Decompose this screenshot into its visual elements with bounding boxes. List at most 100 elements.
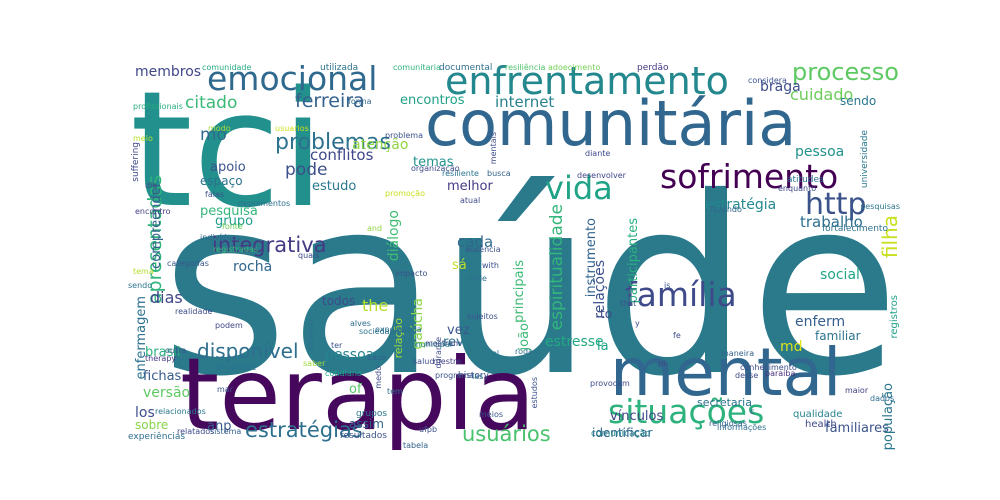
word: podem xyxy=(215,321,243,330)
word: atitudes xyxy=(787,175,824,185)
word: vida xyxy=(545,169,613,207)
word: history xyxy=(458,371,489,381)
word: salud xyxy=(413,357,435,366)
word: forma xyxy=(348,97,372,106)
word: documental xyxy=(439,63,493,73)
word: citado xyxy=(185,93,238,113)
word: temas xyxy=(413,155,454,170)
word: depoimentos xyxy=(238,199,291,208)
word: quais xyxy=(298,251,320,260)
word: falas xyxy=(205,190,225,199)
word: secretaria xyxy=(697,396,752,409)
word: compreender xyxy=(149,182,164,269)
word: assim xyxy=(349,417,384,431)
word: encontros xyxy=(400,93,465,108)
word: disponível xyxy=(197,339,299,363)
word: sociedade xyxy=(359,327,400,336)
word: pesquisa xyxy=(200,204,258,219)
word: promoção xyxy=(385,189,425,198)
word: suffering xyxy=(131,142,141,182)
word: pode xyxy=(285,160,328,180)
word: considera xyxy=(748,76,787,85)
word: y xyxy=(635,319,640,328)
word: rocha xyxy=(233,259,273,275)
word: categorias xyxy=(167,259,209,268)
word: medo xyxy=(374,366,383,389)
word: familiares xyxy=(825,421,889,436)
word: dias xyxy=(150,288,183,307)
word: mestre xyxy=(433,357,462,366)
word: experiências xyxy=(128,432,186,442)
word: relacionados xyxy=(155,407,206,416)
word: cotidiano xyxy=(325,369,362,378)
word: dia xyxy=(145,181,158,190)
word: modo xyxy=(208,124,231,133)
word: pb xyxy=(658,359,669,368)
word: desse xyxy=(735,371,759,380)
word: desenvolver xyxy=(577,171,626,180)
word: maneira xyxy=(721,349,755,358)
word: usuarios xyxy=(275,124,309,133)
word: relatados xyxy=(177,427,215,436)
word: fe xyxy=(673,331,681,340)
word: tem xyxy=(387,387,403,396)
word: familiar xyxy=(815,329,861,343)
word: indivíduos xyxy=(200,233,241,242)
word: mentais xyxy=(489,132,498,165)
word: universidade xyxy=(860,130,870,189)
word: provocam xyxy=(590,379,630,388)
word: resiliência xyxy=(505,63,546,72)
word: los xyxy=(135,405,155,421)
word: diante xyxy=(585,149,611,158)
word: brasil xyxy=(145,345,181,360)
word: conhecimento xyxy=(740,363,797,372)
word: vez xyxy=(447,323,470,338)
word: sá xyxy=(452,258,467,273)
word: versão xyxy=(143,385,191,401)
word: c xyxy=(750,407,755,416)
word: instrumento xyxy=(584,218,599,298)
word: the xyxy=(362,296,389,315)
word: fazendo xyxy=(710,205,742,214)
word: religiosas xyxy=(709,419,747,428)
word: terapia xyxy=(180,336,536,450)
word: outra xyxy=(165,346,187,355)
word: atenção xyxy=(352,137,409,153)
word: rev xyxy=(443,335,464,350)
word: ausência xyxy=(465,245,501,254)
word: el xyxy=(492,349,500,358)
word: sujeitos xyxy=(467,312,498,321)
word: conflitos xyxy=(310,146,374,164)
word: that xyxy=(620,299,637,308)
word: usuários xyxy=(462,422,551,446)
word: grupos xyxy=(356,409,388,419)
word: encontro xyxy=(135,207,171,216)
word: health xyxy=(805,419,837,430)
word: vínculos xyxy=(610,409,664,424)
word: problema xyxy=(385,131,424,140)
word: registros xyxy=(889,295,900,339)
word: mental xyxy=(610,334,842,411)
word: espiritualidade xyxy=(547,204,567,331)
word: social xyxy=(820,267,860,283)
word: integrativa xyxy=(212,233,327,257)
word-cloud: saúde tci terapia comunitária mental enfrenta… xyxy=(125,50,900,450)
word: internet xyxy=(495,93,555,111)
word: braga xyxy=(760,79,801,95)
word: sofrimento xyxy=(660,157,839,196)
word: of xyxy=(349,382,362,397)
word: tabela xyxy=(403,441,429,450)
word: emocional xyxy=(207,59,378,98)
word: utilizada xyxy=(320,63,359,73)
word: diversas xyxy=(307,318,316,352)
word: dados xyxy=(870,394,895,403)
word: mar xyxy=(217,385,233,394)
word: ferreira xyxy=(295,90,365,112)
word: tci xyxy=(130,56,326,243)
word: and xyxy=(367,224,383,233)
word: sendo xyxy=(840,94,877,108)
word: fichas xyxy=(143,369,182,384)
word: realidade xyxy=(175,307,213,316)
word: therapy xyxy=(145,354,177,363)
word: comunicação xyxy=(591,429,651,439)
